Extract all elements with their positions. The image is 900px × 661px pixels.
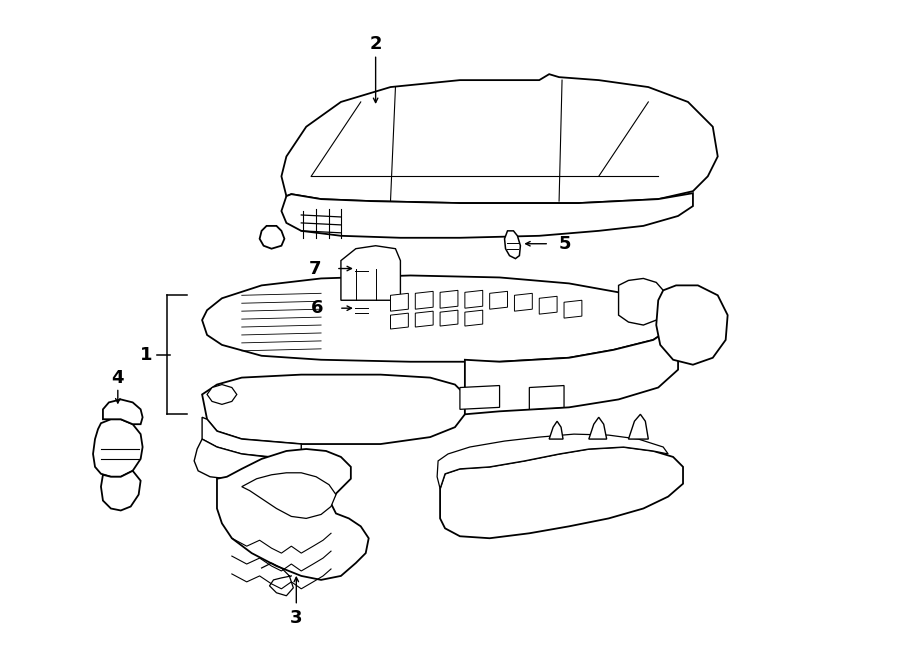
Polygon shape <box>391 293 409 311</box>
Polygon shape <box>564 300 582 318</box>
Polygon shape <box>217 449 369 580</box>
Polygon shape <box>465 310 482 326</box>
Polygon shape <box>415 292 433 309</box>
Polygon shape <box>341 246 400 300</box>
Polygon shape <box>490 292 508 309</box>
Text: 7: 7 <box>309 260 321 278</box>
Polygon shape <box>101 471 140 510</box>
Polygon shape <box>354 258 369 284</box>
Text: 1: 1 <box>140 346 152 364</box>
Text: 5: 5 <box>559 235 572 253</box>
Polygon shape <box>465 290 482 308</box>
Polygon shape <box>618 278 663 325</box>
Text: 4: 4 <box>112 369 124 387</box>
Polygon shape <box>437 434 668 488</box>
Polygon shape <box>465 320 678 414</box>
Text: 3: 3 <box>290 609 302 627</box>
Polygon shape <box>589 417 607 439</box>
Polygon shape <box>259 226 284 249</box>
Circle shape <box>112 492 126 506</box>
Polygon shape <box>529 385 564 409</box>
Polygon shape <box>202 417 302 459</box>
Circle shape <box>686 315 706 335</box>
Polygon shape <box>656 286 727 365</box>
Polygon shape <box>282 193 693 238</box>
Polygon shape <box>440 447 683 538</box>
Polygon shape <box>103 399 142 424</box>
Polygon shape <box>440 290 458 308</box>
Polygon shape <box>207 385 237 405</box>
Polygon shape <box>242 473 336 518</box>
Polygon shape <box>282 74 717 203</box>
Polygon shape <box>505 231 520 258</box>
Polygon shape <box>440 310 458 326</box>
Polygon shape <box>391 313 409 329</box>
Polygon shape <box>202 375 465 444</box>
Polygon shape <box>539 296 557 314</box>
Text: 2: 2 <box>369 36 382 54</box>
Polygon shape <box>628 414 648 439</box>
Polygon shape <box>354 296 369 320</box>
Polygon shape <box>549 421 563 439</box>
Polygon shape <box>460 385 500 409</box>
Polygon shape <box>515 293 532 311</box>
Polygon shape <box>202 276 673 362</box>
Polygon shape <box>415 311 433 327</box>
Text: 6: 6 <box>310 299 323 317</box>
Polygon shape <box>93 419 142 477</box>
Polygon shape <box>194 439 266 479</box>
